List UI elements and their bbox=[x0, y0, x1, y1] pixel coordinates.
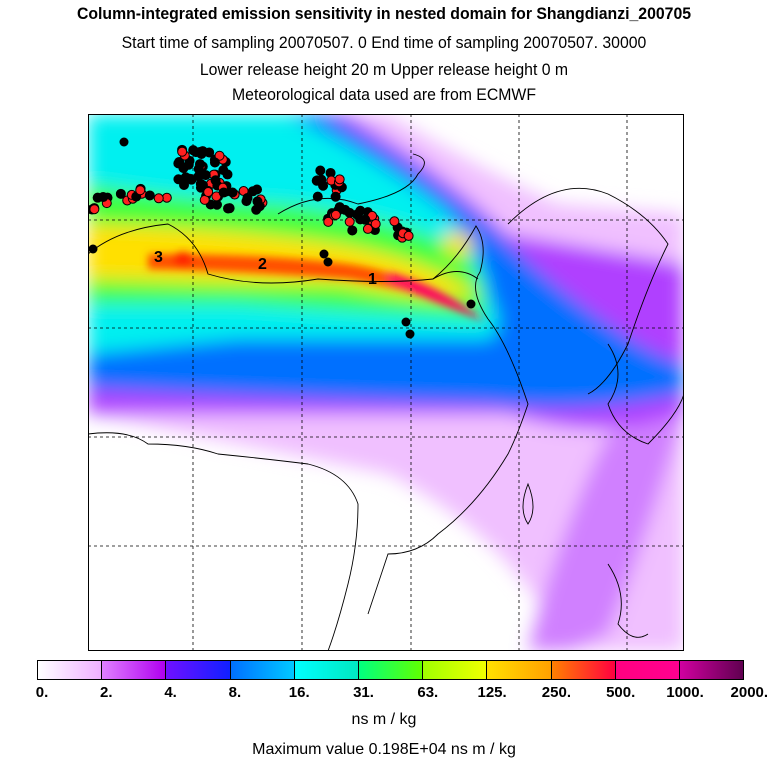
receptor-dot bbox=[218, 187, 229, 198]
receptor-dot bbox=[403, 230, 414, 241]
receptor-dot bbox=[362, 223, 373, 234]
receptor-dot bbox=[330, 191, 341, 202]
label-2: 2 bbox=[258, 256, 267, 273]
receptor-dot bbox=[319, 249, 329, 259]
receptor-dot bbox=[466, 299, 476, 309]
plot-title: Column-integrated emission sensitivity i… bbox=[76, 4, 692, 23]
receptor-dot bbox=[334, 174, 345, 185]
colorbar-segment bbox=[102, 661, 167, 679]
colorbar-segment bbox=[423, 661, 488, 679]
receptor-dot bbox=[312, 175, 323, 186]
receptor-dot bbox=[135, 185, 146, 196]
colorbar-segment bbox=[679, 661, 744, 679]
receptor-dot bbox=[330, 209, 341, 220]
receptor-dot bbox=[204, 147, 215, 158]
receptor-dot bbox=[210, 175, 221, 186]
receptor-dot bbox=[203, 187, 214, 198]
receptor-dot bbox=[405, 329, 415, 339]
receptor-dot bbox=[115, 188, 126, 199]
map-frame bbox=[88, 114, 684, 651]
receptor-dot bbox=[119, 137, 129, 147]
plume-red-spot bbox=[173, 252, 193, 266]
colorbar-tick: 4. bbox=[164, 684, 177, 701]
colorbar-tick: 2000. bbox=[730, 684, 768, 701]
receptor-dot bbox=[200, 170, 211, 181]
receptor-dot bbox=[323, 257, 333, 267]
colorbar-tick: 31. bbox=[353, 684, 374, 701]
colorbar-segment bbox=[294, 661, 359, 679]
receptor-dot bbox=[161, 192, 172, 203]
receptor-dot bbox=[88, 244, 98, 254]
receptor-dot bbox=[252, 184, 263, 195]
label-3: 3 bbox=[154, 249, 163, 266]
plume-orange bbox=[148, 254, 483, 319]
receptor-dot bbox=[209, 157, 220, 168]
receptor-dot bbox=[323, 216, 334, 227]
coastlines-borders bbox=[88, 153, 684, 651]
receptor-dot bbox=[347, 225, 358, 236]
receptor-dot bbox=[241, 196, 252, 207]
receptor-dot bbox=[222, 169, 233, 180]
receptor-dots bbox=[88, 137, 476, 339]
colorbar-tick: 16. bbox=[288, 684, 310, 701]
plume-red bbox=[388, 272, 484, 321]
colorbar-segment bbox=[358, 661, 424, 679]
colorbar-tick: 8. bbox=[228, 684, 242, 701]
colorbar-tick: 1000. bbox=[666, 684, 704, 701]
receptor-dot bbox=[227, 187, 238, 198]
receptor-dot bbox=[223, 203, 234, 214]
plume-yellow-spot bbox=[443, 232, 473, 256]
maximum-value: Maximum value 0.198E+04 ns m / kg bbox=[252, 741, 516, 758]
plume-violet2 bbox=[528, 414, 684, 651]
colorbar-segment bbox=[230, 661, 295, 679]
receptor-dot bbox=[89, 204, 100, 215]
receptor-dot bbox=[370, 218, 381, 229]
colorbar-segment bbox=[487, 661, 552, 679]
receptor-dot bbox=[214, 150, 225, 161]
receptor-dot bbox=[177, 146, 188, 157]
colorbar-tick: 63. bbox=[417, 684, 439, 701]
receptor-dot bbox=[389, 216, 400, 227]
receptor-dot bbox=[315, 165, 326, 176]
receptor-dot bbox=[193, 163, 204, 174]
sampling-time: Start time of sampling 20070507. 0 End t… bbox=[121, 33, 647, 52]
receptor-dot bbox=[195, 147, 206, 158]
receptor-dot bbox=[401, 317, 411, 327]
colorbar-tick: 250. bbox=[541, 684, 571, 701]
colorbar-tick: 500. bbox=[606, 684, 636, 701]
colorbar-segment bbox=[166, 661, 231, 679]
met-data-source: Meteorological data used are from ECMWF bbox=[231, 85, 537, 104]
colorbar-segment bbox=[615, 661, 680, 679]
receptor-dot bbox=[98, 192, 109, 203]
receptor-dot bbox=[355, 214, 366, 225]
receptor-dot bbox=[153, 193, 164, 204]
colorbar-segment bbox=[551, 661, 616, 679]
receptor-dot bbox=[179, 179, 190, 190]
colorbar-tick: 0. bbox=[35, 684, 49, 701]
colorbar-tick: 2. bbox=[100, 684, 113, 701]
emission-sensitivity-map: 1 2 3 bbox=[88, 114, 684, 651]
receptor-dot bbox=[144, 190, 155, 201]
colorbar bbox=[37, 660, 744, 680]
receptor-dot bbox=[312, 191, 323, 202]
colorbar-tick: 125. bbox=[477, 684, 507, 701]
colorbar-units: ns m / kg bbox=[351, 711, 417, 728]
release-height: Lower release height 20 m Upper release … bbox=[199, 60, 569, 79]
receptor-dot bbox=[344, 216, 355, 227]
label-1: 1 bbox=[368, 271, 377, 288]
colorbar-segment bbox=[38, 661, 103, 679]
receptor-dot bbox=[254, 201, 265, 212]
receptor-dot bbox=[178, 163, 189, 174]
